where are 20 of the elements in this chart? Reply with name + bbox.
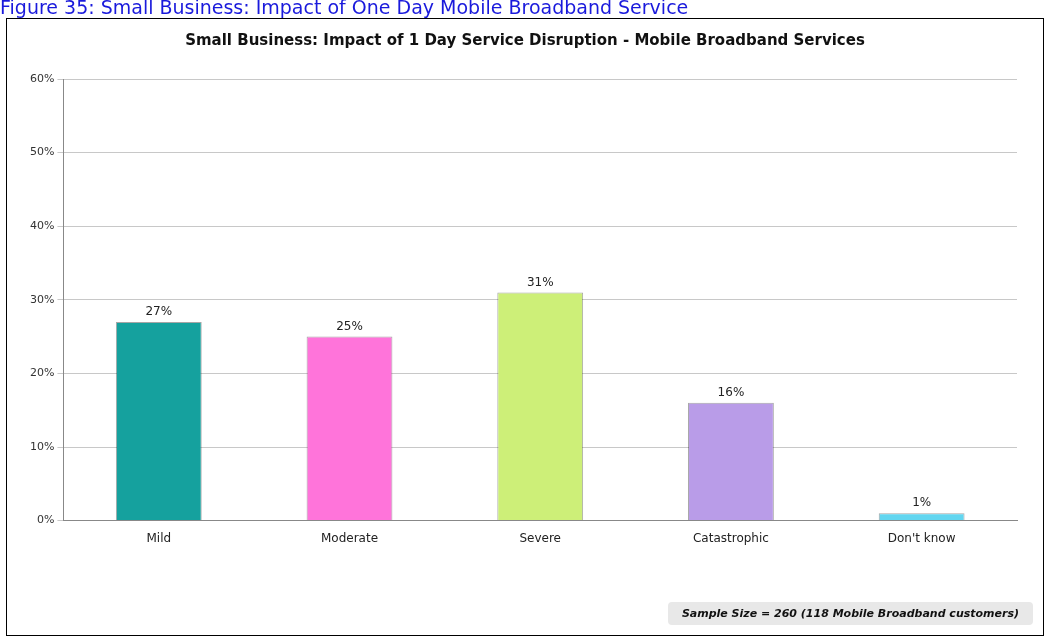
data-label: 16%: [717, 384, 745, 399]
x-tick-label: Mild: [146, 530, 172, 545]
y-tick-label: 60%: [30, 71, 55, 85]
chart-title: Small Business: Impact of 1 Day Service Disruption - Mobile Broadband Services: [184, 31, 866, 49]
x-tick-label: Severe: [519, 530, 561, 545]
x-tick-label: Moderate: [320, 530, 379, 545]
y-tick-label: 50%: [30, 145, 55, 159]
data-label: 25%: [336, 318, 363, 333]
data-label: 27%: [145, 304, 173, 319]
data-label: 31%: [526, 274, 554, 289]
y-tick-label: 30%: [30, 292, 55, 306]
text: Sample Size = 260 (118 Mobile Broadband customers): [667, 602, 1033, 625]
y-tick-label: 40%: [30, 219, 55, 233]
x-tick-label: Don't know: [887, 530, 956, 545]
data-label: 1%: [912, 495, 932, 510]
y-tick-label: 20%: [30, 366, 55, 380]
x-tick-label: Catastrophic: [692, 530, 769, 545]
y-tick-label: 10%: [30, 439, 55, 453]
y-tick-label: 0%: [37, 513, 55, 527]
chart-subtitle: Figure 35: Small Business: Impact of One Day Mobile Broadband Service: [0, 0, 690, 18]
